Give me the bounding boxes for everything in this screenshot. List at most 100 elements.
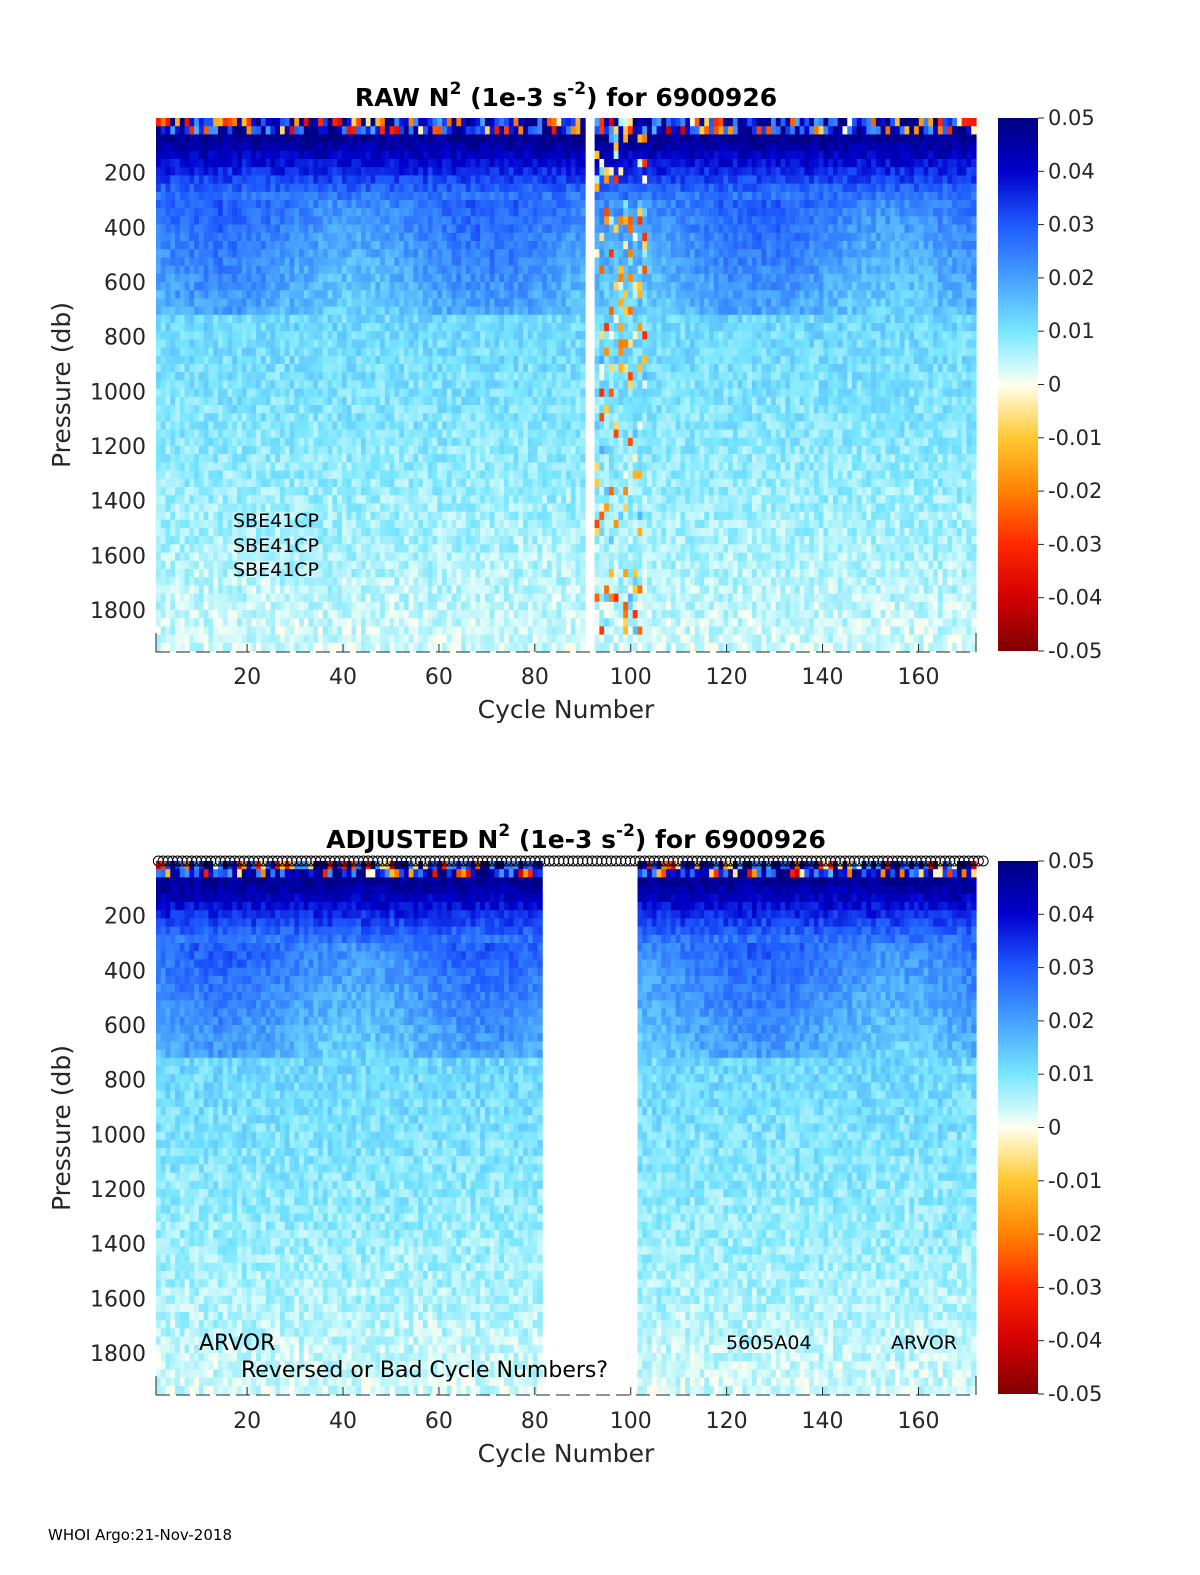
raw-heatmap-cell (232, 577, 238, 586)
raw-heatmap-cell (232, 413, 238, 422)
raw-heatmap-cell (451, 241, 457, 250)
raw-heatmap-cell (451, 249, 457, 258)
raw-heatmap-cell (265, 183, 272, 193)
raw-heatmap-cell (275, 405, 281, 414)
raw-heatmap-cell (513, 511, 519, 521)
raw-heatmap-cell (408, 503, 415, 513)
raw-heatmap-cell (399, 282, 405, 291)
raw-heatmap-cell (184, 232, 190, 242)
raw-heatmap-cell (341, 224, 348, 234)
raw-heatmap-cell (451, 642, 457, 652)
raw-heatmap-cell (513, 618, 519, 627)
raw-heatmap-cell (341, 642, 348, 652)
raw-heatmap-cell (160, 200, 167, 209)
raw-heatmap-cell (275, 487, 281, 496)
raw-heatmap-cell (399, 388, 405, 398)
raw-heatmap-cell (203, 282, 210, 291)
raw-heatmap-cell (279, 306, 286, 316)
raw-heatmap-cell (265, 618, 272, 627)
raw-heatmap-cell (246, 167, 252, 176)
raw-heatmap-cell (480, 544, 486, 554)
raw-heatmap-cell (403, 470, 410, 480)
raw-heatmap-cell (184, 470, 190, 480)
raw-heatmap-cell (432, 577, 438, 586)
raw-heatmap-cell (160, 159, 167, 168)
raw-heatmap-cell (284, 331, 291, 340)
raw-heatmap-cell (332, 159, 338, 168)
raw-heatmap-cell (513, 495, 519, 504)
raw-heatmap-cell (394, 232, 400, 242)
raw-heatmap-cell (318, 618, 324, 627)
raw-heatmap-cell (437, 282, 443, 291)
raw-heatmap-cell (418, 224, 424, 234)
raw-heatmap-cell (222, 150, 229, 160)
raw-heatmap-cell (504, 544, 510, 554)
raw-heatmap-cell (175, 118, 181, 127)
raw-heatmap-cell (389, 290, 395, 299)
raw-heatmap-cell (241, 487, 248, 496)
raw-heatmap-cell (504, 216, 510, 226)
raw-heatmap-cell (432, 224, 438, 234)
raw-heatmap-cell (237, 167, 243, 176)
raw-heatmap-cell (470, 437, 477, 447)
raw-heatmap-cell (241, 216, 248, 226)
raw-heatmap-cell (270, 388, 276, 398)
raw-heatmap-cell (170, 364, 176, 373)
raw-heatmap-cell (265, 118, 272, 127)
raw-heatmap-cell (265, 462, 272, 472)
raw-heatmap-cell (518, 142, 524, 152)
raw-heatmap-cell (294, 528, 300, 537)
raw-heatmap-cell (179, 339, 186, 349)
raw-heatmap-cell (494, 503, 500, 513)
raw-heatmap-cell (160, 388, 167, 398)
raw-heatmap-cell (184, 552, 190, 562)
raw-heatmap-cell (256, 642, 262, 652)
raw-heatmap-cell (456, 470, 462, 480)
raw-heatmap-cell (303, 380, 310, 390)
raw-heatmap-cell (313, 257, 319, 267)
raw-heatmap-cell (260, 323, 267, 332)
raw-heatmap-cell (184, 634, 190, 644)
raw-heatmap-cell (203, 388, 210, 398)
raw-heatmap-cell (365, 487, 372, 496)
raw-heatmap-cell (222, 257, 229, 267)
raw-heatmap-cell (489, 503, 496, 513)
raw-heatmap-cell (408, 380, 415, 390)
raw-heatmap-cell (222, 437, 229, 447)
raw-heatmap-cell (227, 282, 233, 291)
raw-heatmap-cell (351, 405, 357, 414)
raw-heatmap-cell (246, 134, 252, 144)
raw-heatmap-cell (499, 528, 505, 537)
raw-heatmap-cell (489, 355, 496, 365)
raw-heatmap-cell (432, 421, 438, 431)
raw-heatmap-cell (260, 421, 267, 431)
raw-heatmap-cell (279, 487, 286, 496)
raw-heatmap-cell (484, 126, 491, 135)
raw-heatmap-cell (189, 372, 195, 381)
raw-heatmap-cell (189, 306, 195, 316)
raw-heatmap-cell (351, 437, 357, 447)
raw-heatmap-cell (208, 167, 214, 176)
raw-heatmap-cell (408, 142, 415, 152)
raw-heatmap-cell (327, 642, 333, 652)
raw-heatmap-cell (170, 577, 176, 586)
raw-heatmap-cell (422, 495, 429, 504)
raw-heatmap-cell (380, 487, 386, 496)
raw-heatmap-cell (437, 569, 443, 578)
raw-heatmap-cell (260, 585, 267, 595)
raw-heatmap-cell (518, 560, 524, 570)
raw-heatmap-cell (303, 159, 310, 168)
raw-heatmap-cell (513, 142, 519, 152)
raw-heatmap-cell (518, 200, 524, 209)
raw-heatmap-cell (241, 142, 248, 152)
raw-heatmap-cell (194, 552, 200, 562)
raw-heatmap-cell (427, 446, 434, 455)
raw-heatmap-cell (418, 601, 424, 611)
raw-heatmap-cell (480, 396, 486, 406)
raw-heatmap-cell (461, 610, 467, 619)
raw-heatmap-cell (260, 478, 267, 488)
raw-heatmap-cell (170, 150, 176, 160)
raw-heatmap-cell (160, 331, 167, 340)
raw-heatmap-cell (456, 150, 462, 160)
raw-heatmap-cell (322, 626, 329, 636)
